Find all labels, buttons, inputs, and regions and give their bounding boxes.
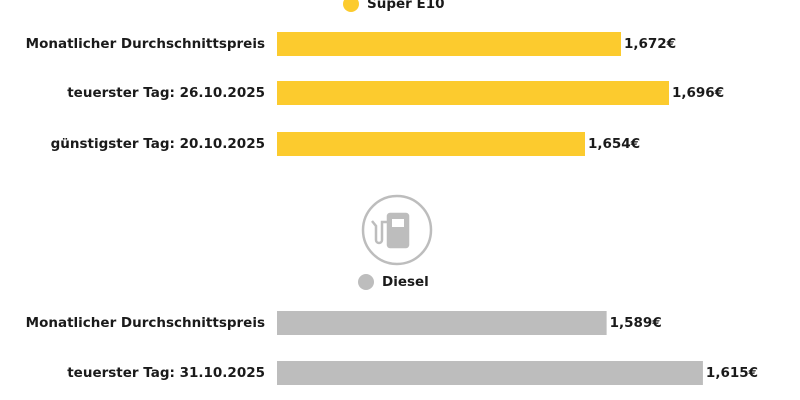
bar bbox=[277, 32, 621, 56]
value-label: 1,615€ bbox=[706, 365, 758, 381]
bar bbox=[277, 132, 585, 156]
value-label: 1,654€ bbox=[588, 136, 640, 152]
value-label: 1,589€ bbox=[610, 315, 662, 331]
legend-marker bbox=[358, 274, 374, 290]
category-label: günstigster Tag: 20.10.2025 bbox=[51, 136, 265, 152]
legend-label: Super E10 bbox=[367, 0, 445, 12]
category-label: teuerster Tag: 31.10.2025 bbox=[67, 365, 265, 381]
bar bbox=[277, 361, 703, 385]
category-label: Monatlicher Durchschnittspreis bbox=[26, 36, 265, 52]
bar bbox=[277, 81, 669, 105]
bar bbox=[277, 311, 607, 335]
fuel-pump-icon bbox=[361, 194, 433, 266]
legend-marker bbox=[343, 0, 359, 12]
value-label: 1,672€ bbox=[624, 36, 676, 52]
category-label: teuerster Tag: 26.10.2025 bbox=[67, 85, 265, 101]
category-label: Monatlicher Durchschnittspreis bbox=[26, 315, 265, 331]
legend-label: Diesel bbox=[382, 274, 429, 290]
value-label: 1,696€ bbox=[672, 85, 724, 101]
